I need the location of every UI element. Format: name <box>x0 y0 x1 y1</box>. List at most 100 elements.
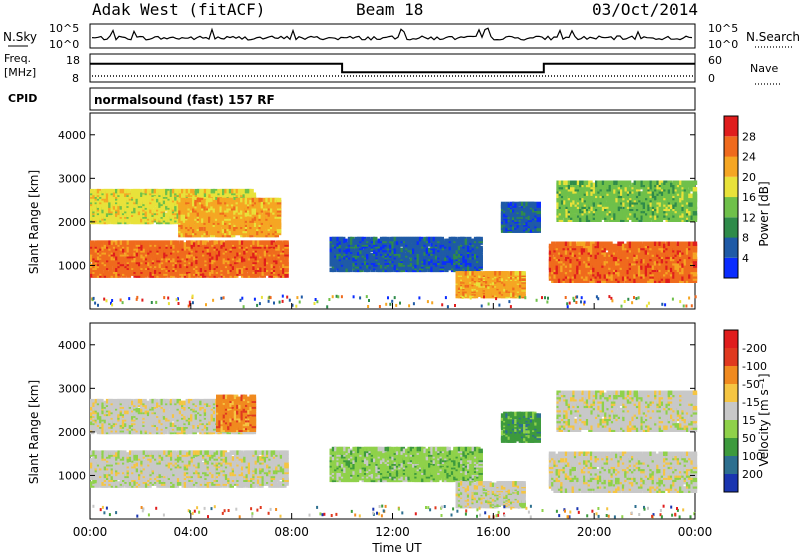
range-cell <box>151 255 157 261</box>
range-cell <box>228 194 234 199</box>
range-cell <box>237 197 243 203</box>
range-cell <box>221 220 227 225</box>
range-cell <box>402 245 408 251</box>
range-cell <box>167 199 172 205</box>
range-cell <box>137 196 143 201</box>
range-cell <box>201 199 206 205</box>
range-cell <box>160 194 165 199</box>
range-cell <box>405 256 410 262</box>
range-cell <box>137 214 143 219</box>
range-cell <box>398 247 403 253</box>
range-cell <box>244 206 250 211</box>
range-cell <box>199 194 204 199</box>
range-cell <box>354 254 360 260</box>
range-cell <box>219 228 224 234</box>
range-cell <box>213 240 218 245</box>
range-cell <box>135 267 141 272</box>
range-cell <box>187 230 192 236</box>
range-cell <box>190 188 195 194</box>
range-cell <box>350 256 355 262</box>
range-cell <box>117 240 122 245</box>
range-cell <box>92 253 97 259</box>
range-cell <box>179 240 184 245</box>
range-cell <box>153 188 159 194</box>
range-cell <box>119 269 125 274</box>
range-cell <box>142 273 148 278</box>
freq-right-tick-top: 60 <box>708 54 722 67</box>
range-cell <box>409 236 415 242</box>
range-cell <box>140 240 145 245</box>
range-cell <box>265 204 270 209</box>
range-cell <box>94 248 100 253</box>
range-cell <box>182 210 188 215</box>
range-cell <box>174 188 179 194</box>
range-cell <box>172 244 177 249</box>
date-title: 03/Oct/2014 <box>592 0 698 19</box>
range-cell <box>151 269 157 274</box>
range-cell <box>171 217 177 223</box>
range-cell <box>119 192 125 197</box>
range-cell <box>185 188 191 194</box>
range-cell <box>405 236 410 242</box>
range-cell <box>224 204 229 209</box>
freq-left-label: Freq. <box>4 52 31 65</box>
range-cell <box>222 263 228 269</box>
range-cell <box>432 258 438 263</box>
range-cell <box>160 240 166 245</box>
range-cell <box>268 265 273 270</box>
range-cell <box>208 240 214 245</box>
range-cell <box>202 259 207 265</box>
range-cell <box>267 204 273 209</box>
range-cell <box>106 248 111 253</box>
range-cell <box>276 197 282 203</box>
range-cell <box>373 236 378 242</box>
range-cell <box>423 236 428 242</box>
range-cell <box>210 214 215 219</box>
range-cell <box>379 264 385 269</box>
range-cell <box>149 252 154 257</box>
range-cell <box>149 271 154 276</box>
range-cell <box>434 236 440 242</box>
range-cell <box>208 271 214 276</box>
range-cell <box>126 240 132 245</box>
range-cell <box>210 218 215 223</box>
range-cell <box>268 250 273 255</box>
range-cell <box>117 188 122 194</box>
range-cell <box>359 253 364 258</box>
range-cell <box>156 205 161 210</box>
range-cell <box>243 267 248 272</box>
range-cell <box>421 242 426 247</box>
range-cell <box>276 220 282 225</box>
range-cell <box>379 245 385 251</box>
range-cell <box>140 246 145 251</box>
range-cell <box>189 199 195 205</box>
range-cell <box>144 203 150 208</box>
range-cell <box>222 248 228 253</box>
range-cell <box>217 210 222 215</box>
range-cell <box>366 253 371 258</box>
range-cell <box>110 240 116 245</box>
range-cell <box>110 269 116 274</box>
range-cell <box>181 188 186 194</box>
range-cell <box>256 230 261 236</box>
range-cell <box>186 240 191 245</box>
range-cell <box>158 263 164 269</box>
range-cell <box>103 253 109 259</box>
range-cell <box>180 228 185 234</box>
range-cell <box>178 216 183 221</box>
range-cell <box>243 250 248 255</box>
range-cell <box>124 192 129 197</box>
freq-left-unit: [MHz] <box>4 66 36 79</box>
range-cell <box>128 263 134 269</box>
range-cell <box>142 188 147 194</box>
range-cell <box>101 273 106 278</box>
range-cell <box>444 265 449 271</box>
range-cell <box>233 210 238 215</box>
range-cell <box>105 188 111 194</box>
range-cell <box>265 226 270 232</box>
range-cell <box>194 214 199 219</box>
range-cell <box>231 188 236 194</box>
range-cell <box>208 252 214 257</box>
range-cell <box>90 257 95 263</box>
range-cell <box>94 240 100 245</box>
